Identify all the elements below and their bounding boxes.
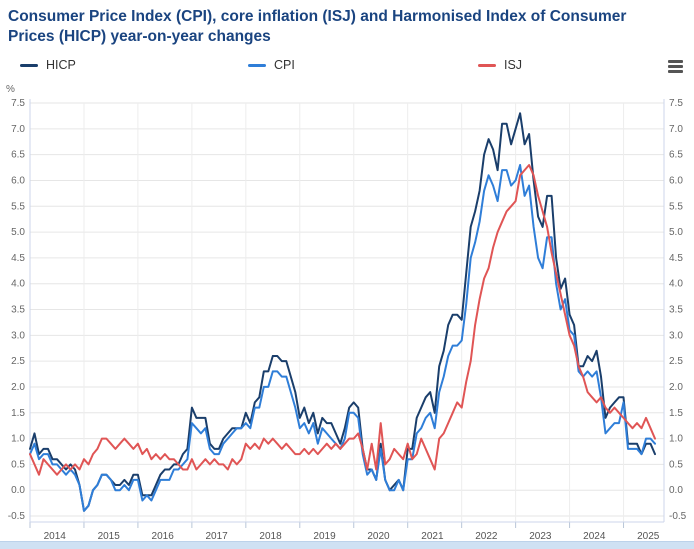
svg-text:2017: 2017 (205, 531, 228, 542)
chart-context-menu-button[interactable] (664, 57, 686, 77)
cpi-line-marker (248, 63, 266, 67)
legend-item-isj[interactable]: ISJ (478, 58, 522, 72)
svg-text:0.0: 0.0 (669, 485, 683, 496)
line-chart: -0.5 -0.5 0.0 0.0 0.5 0.5 1.0 1.0 1.5 1.5 2.0 2.0 2.… (6, 84, 687, 542)
svg-text:-0.5: -0.5 (8, 511, 26, 522)
isj-line-marker (478, 63, 496, 67)
svg-text:2.0: 2.0 (11, 382, 25, 393)
chart-title: Consumer Price Index (CPI), core inflati… (8, 8, 627, 46)
svg-text:5.5: 5.5 (11, 201, 25, 212)
svg-text:4.0: 4.0 (669, 279, 683, 290)
svg-text:2024: 2024 (583, 531, 606, 542)
svg-text:2014: 2014 (44, 531, 67, 542)
hicp-line-marker (20, 63, 38, 67)
svg-text:2.0: 2.0 (669, 382, 683, 393)
svg-text:2021: 2021 (421, 531, 444, 542)
legend-label-cpi: CPI (274, 58, 295, 72)
legend-label-hicp: HICP (46, 58, 76, 72)
svg-text:6.0: 6.0 (669, 175, 683, 186)
svg-text:3.5: 3.5 (11, 305, 25, 316)
svg-text:5.5: 5.5 (669, 201, 683, 212)
svg-text:7.5: 7.5 (669, 98, 683, 109)
svg-text:3.0: 3.0 (11, 330, 25, 341)
svg-text:0.5: 0.5 (11, 459, 25, 470)
svg-text:%: % (6, 84, 15, 95)
hamburger-menu-icon (666, 59, 684, 73)
svg-text:5.0: 5.0 (11, 227, 25, 238)
svg-text:2015: 2015 (98, 531, 121, 542)
svg-text:7.0: 7.0 (669, 124, 683, 135)
svg-text:-0.5: -0.5 (669, 511, 687, 522)
svg-text:0.5: 0.5 (669, 459, 683, 470)
svg-text:2016: 2016 (152, 531, 175, 542)
chart-legend: HICP CPI ISJ (0, 58, 660, 78)
chart-scrollbar[interactable] (0, 541, 694, 549)
legend-item-cpi[interactable]: CPI (248, 58, 295, 72)
svg-text:2020: 2020 (367, 531, 390, 542)
svg-text:6.5: 6.5 (11, 150, 25, 161)
svg-text:5.0: 5.0 (669, 227, 683, 238)
svg-text:2019: 2019 (313, 531, 336, 542)
svg-text:1.5: 1.5 (11, 408, 25, 419)
svg-text:7.0: 7.0 (11, 124, 25, 135)
svg-text:6.0: 6.0 (11, 175, 25, 186)
svg-text:2.5: 2.5 (669, 356, 683, 367)
svg-text:1.5: 1.5 (669, 408, 683, 419)
svg-text:4.5: 4.5 (11, 253, 25, 264)
svg-text:2018: 2018 (259, 531, 282, 542)
svg-text:2023: 2023 (529, 531, 552, 542)
svg-text:2.5: 2.5 (11, 356, 25, 367)
svg-text:4.0: 4.0 (11, 279, 25, 290)
svg-text:3.5: 3.5 (669, 305, 683, 316)
svg-text:4.5: 4.5 (669, 253, 683, 264)
svg-text:2022: 2022 (475, 531, 498, 542)
legend-item-hicp[interactable]: HICP (20, 58, 76, 72)
svg-text:6.5: 6.5 (669, 150, 683, 161)
svg-text:3.0: 3.0 (669, 330, 683, 341)
svg-text:1.0: 1.0 (11, 434, 25, 445)
svg-text:0.0: 0.0 (11, 485, 25, 496)
legend-label-isj: ISJ (504, 58, 523, 72)
svg-text:1.0: 1.0 (669, 434, 683, 445)
svg-text:2025: 2025 (637, 531, 660, 542)
svg-text:7.5: 7.5 (11, 98, 25, 109)
